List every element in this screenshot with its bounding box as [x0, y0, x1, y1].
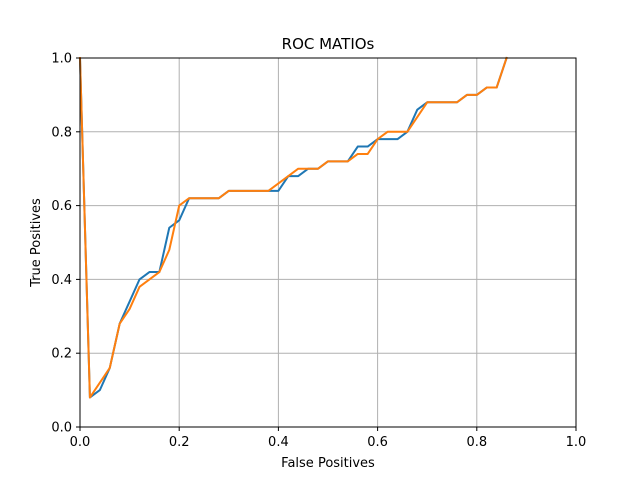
- x-tick-label: 0.4: [268, 435, 289, 450]
- x-axis-label: False Positives: [281, 456, 375, 471]
- y-axis-label: True Positives: [29, 198, 44, 288]
- y-tick-label: 0.6: [51, 199, 72, 214]
- x-tick-label: 0.0: [70, 435, 91, 450]
- y-tick-label: 1.0: [51, 52, 72, 67]
- chart-title: ROC MATIOs: [282, 35, 375, 53]
- y-tick-label: 0.0: [51, 421, 72, 436]
- y-tick-label: 0.2: [51, 347, 72, 362]
- plot-frame: [79, 57, 577, 428]
- y-tick-label: 0.4: [51, 273, 72, 288]
- series-line-2: [78, 56, 508, 399]
- x-tick-label: 1.0: [566, 435, 587, 450]
- series-layer: [78, 56, 508, 399]
- x-tick-label: 0.2: [169, 435, 190, 450]
- x-tick-label: 0.6: [367, 435, 388, 450]
- y-tick-label: 0.8: [51, 125, 72, 140]
- x-tick-label: 0.8: [466, 435, 487, 450]
- ticks: 0.0 0.2 0.4 0.6 0.8 1.0 0.0 0.2 0.4 0.6 0.8 1.0: [51, 52, 586, 451]
